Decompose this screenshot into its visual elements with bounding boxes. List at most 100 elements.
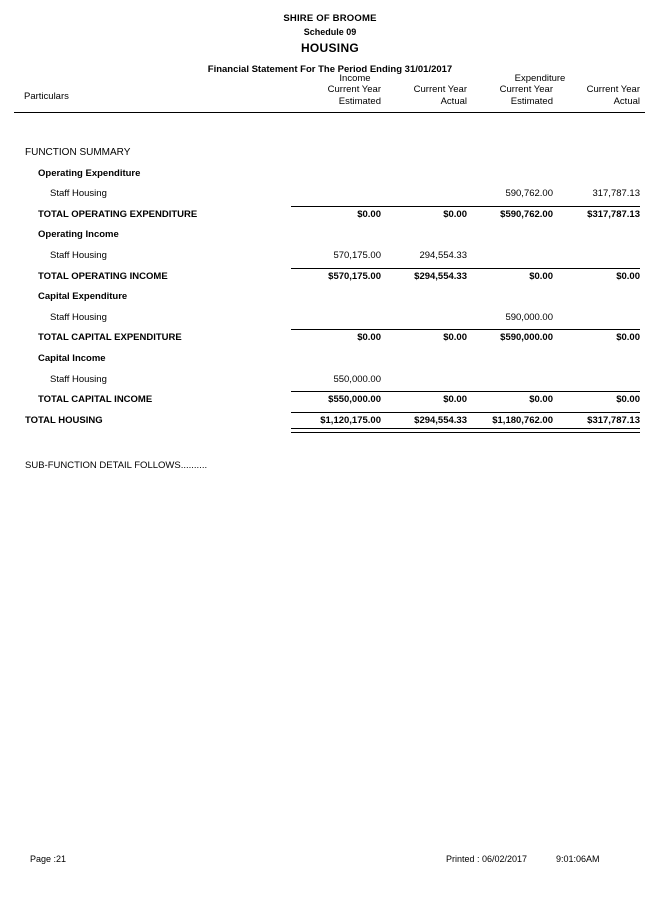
row-label: Staff Housing	[50, 373, 107, 385]
table-row: TOTAL OPERATING EXPENDITURE $0.00 $0.00 $59…	[0, 205, 653, 226]
table-cell: $317,787.13	[587, 208, 640, 220]
table-row: TOTAL OPERATING INCOME $570,175.00 $294,55…	[0, 267, 653, 288]
total-rule	[377, 267, 467, 269]
table-row: TOTAL CAPITAL EXPENDITURE $0.00 $0.00 $590,…	[0, 328, 653, 349]
table-row: Operating Expenditure	[0, 164, 653, 185]
header-divider	[14, 112, 645, 113]
column-group-expenditure: Expenditure	[514, 73, 566, 84]
table-row: TOTAL CAPITAL INCOME $550,000.00 $0.00 $0.0…	[0, 390, 653, 411]
row-label: Staff Housing	[50, 311, 107, 323]
total-rule	[463, 391, 553, 393]
row-label: TOTAL CAPITAL INCOME	[38, 394, 153, 406]
table-cell: 590,762.00	[505, 188, 553, 200]
table-cell: $1,180,762.00	[492, 414, 553, 426]
total-rule	[377, 391, 467, 393]
table-row: Operating Income	[0, 225, 653, 246]
row-label: Capital Income	[38, 352, 106, 364]
table-cell: 294,554.33	[419, 249, 467, 261]
table-cell: $0.00	[616, 332, 640, 344]
row-label: TOTAL CAPITAL EXPENDITURE	[38, 332, 182, 344]
table-cell: $0.00	[529, 394, 553, 406]
column-header-line1: Current Year	[586, 84, 640, 95]
total-rule	[463, 411, 553, 413]
total-rule	[550, 329, 640, 331]
table-cell: $0.00	[616, 394, 640, 406]
printed-time: 9:01:06AM	[556, 854, 600, 864]
organisation-name: SHIRE OF BROOME	[283, 13, 377, 24]
total-rule	[550, 205, 640, 207]
column-header-expenditure-estimated: Current Year Estimated	[461, 84, 553, 108]
printed-date: Printed : 06/02/2017	[446, 854, 528, 864]
total-rule	[377, 329, 467, 331]
table-cell: $294,554.33	[414, 414, 467, 426]
table-row: TOTAL HOUSING $1,120,175.00 $294,554.33 $1,…	[0, 411, 653, 434]
page-number: Page :21	[30, 854, 67, 864]
table-cell: 550,000.00	[333, 373, 381, 385]
row-label: Operating Income	[38, 229, 119, 241]
table-cell: 570,175.00	[333, 249, 381, 261]
row-label: TOTAL OPERATING INCOME	[38, 270, 168, 282]
row-label: Staff Housing	[50, 249, 107, 261]
column-header-income-actual: Current Year Actual	[375, 84, 467, 108]
table-row: FUNCTION SUMMARY	[0, 143, 653, 164]
table-row: Staff Housing 590,762.00 317,787.13	[0, 184, 653, 205]
total-rule	[550, 391, 640, 393]
total-rule	[463, 329, 553, 331]
row-label: Capital Expenditure	[38, 291, 128, 303]
column-header-line1: Current Year	[327, 84, 381, 95]
particulars-column-header: Particulars	[24, 91, 69, 102]
statement-period: Financial Statement For The Period Endin…	[207, 64, 453, 75]
table-row: Staff Housing 590,000.00	[0, 308, 653, 329]
total-rule	[550, 267, 640, 269]
table-cell: $590,000.00	[500, 332, 553, 344]
table-row: Staff Housing 570,175.00 294,554.33	[0, 246, 653, 267]
table-cell: $0.00	[357, 332, 381, 344]
total-rule	[550, 411, 640, 413]
table-cell: $0.00	[529, 270, 553, 282]
grand-total-double-rule	[291, 428, 381, 434]
table-cell: $0.00	[443, 394, 467, 406]
schedule-number: Schedule 09	[303, 27, 357, 37]
column-header-line2: Actual	[440, 96, 467, 107]
table-row: Capital Income	[0, 349, 653, 370]
total-rule	[291, 205, 381, 207]
row-label: TOTAL HOUSING	[25, 414, 103, 426]
report-title-block: SHIRE OF BROOME Schedule 09 HOUSING Fina…	[0, 12, 653, 76]
table-cell: $550,000.00	[328, 394, 381, 406]
column-group-income: Income	[339, 73, 371, 84]
column-header-income-estimated: Current Year Estimated	[289, 84, 381, 108]
column-header-expenditure-actual: Current Year Actual	[548, 84, 640, 108]
total-rule	[291, 411, 381, 413]
row-label: FUNCTION SUMMARY	[25, 147, 131, 158]
table-row: Staff Housing 550,000.00	[0, 370, 653, 391]
total-rule	[291, 267, 381, 269]
total-rule	[291, 329, 381, 331]
total-rule	[377, 411, 467, 413]
column-header-line2: Estimated	[338, 96, 381, 107]
table-cell: $0.00	[443, 332, 467, 344]
column-header-line2: Actual	[613, 96, 640, 107]
table-cell: $0.00	[443, 208, 467, 220]
table-cell: $590,762.00	[500, 208, 553, 220]
table-cell: $317,787.13	[587, 414, 640, 426]
table-row: Capital Expenditure	[0, 287, 653, 308]
column-header-line2: Estimated	[510, 96, 553, 107]
total-rule	[291, 391, 381, 393]
page-footer: Page :21 Printed : 06/02/2017 9:01:06AM	[0, 851, 653, 867]
column-header-line1: Current Year	[499, 84, 553, 95]
row-label: Staff Housing	[50, 188, 107, 200]
total-rule	[463, 267, 553, 269]
financial-table: FUNCTION SUMMARY Operating Expenditure Sta…	[0, 143, 653, 434]
total-rule	[377, 205, 467, 207]
page-title: HOUSING	[300, 41, 360, 55]
total-rule	[463, 205, 553, 207]
row-label: TOTAL OPERATING EXPENDITURE	[38, 208, 198, 220]
table-cell: $0.00	[357, 208, 381, 220]
table-cell: 590,000.00	[505, 311, 553, 323]
grand-total-double-rule	[377, 428, 467, 434]
row-label: Operating Expenditure	[38, 167, 141, 179]
sub-function-note: SUB-FUNCTION DETAIL FOLLOWS..........	[25, 460, 208, 471]
table-cell: $0.00	[616, 270, 640, 282]
table-cell: $570,175.00	[328, 270, 381, 282]
